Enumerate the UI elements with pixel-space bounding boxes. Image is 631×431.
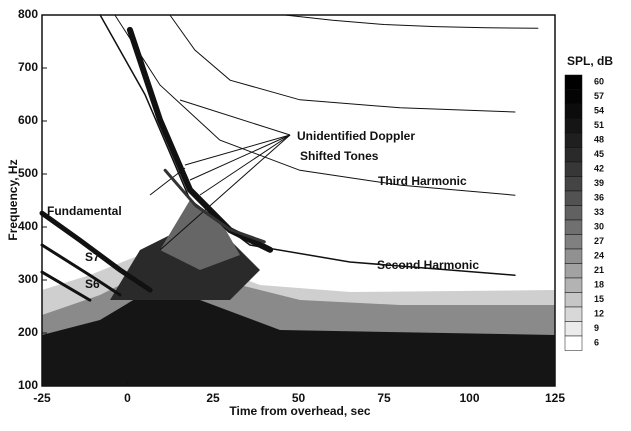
x-tick-label: 50 bbox=[292, 391, 306, 405]
x-axis-title: Time from overhead, sec bbox=[229, 404, 370, 418]
x-tick-label: 0 bbox=[124, 391, 131, 405]
annotation: Second Harmonic bbox=[377, 258, 479, 272]
colorbar-title: SPL, dB bbox=[567, 54, 613, 68]
colorbar-tick-label: 42 bbox=[594, 164, 604, 174]
colorbar-cell bbox=[564, 292, 583, 308]
colorbar-cell bbox=[564, 118, 583, 134]
harmonic-curve bbox=[169, 14, 516, 113]
colorbar-cell bbox=[564, 321, 583, 337]
colorbar-cell bbox=[564, 219, 583, 235]
harmonic-curve bbox=[163, 168, 266, 244]
colorbar-cell bbox=[564, 277, 583, 293]
annotation: S7 bbox=[85, 250, 100, 264]
colorbar-tick-label: 30 bbox=[594, 222, 604, 232]
colorbar-tick-label: 54 bbox=[594, 106, 604, 116]
colorbar-cell bbox=[564, 74, 583, 90]
colorbar-cell bbox=[564, 335, 583, 351]
colorbar-tick-label: 24 bbox=[594, 251, 604, 261]
colorbar-tick-label: 27 bbox=[594, 236, 604, 246]
colorbar-cell bbox=[564, 190, 583, 206]
colorbar-cell bbox=[564, 176, 583, 192]
colorbar-cell bbox=[564, 147, 583, 163]
x-tick-label: 75 bbox=[377, 391, 391, 405]
colorbar-cell bbox=[564, 263, 583, 279]
harmonic-curve bbox=[40, 243, 122, 297]
y-tick-label: 700 bbox=[18, 60, 38, 74]
annotation: Third Harmonic bbox=[378, 174, 467, 188]
y-tick-label: 400 bbox=[18, 219, 38, 233]
colorbar-cell bbox=[564, 306, 583, 322]
colorbar-tick-label: 9 bbox=[594, 323, 599, 333]
x-tick-label: 100 bbox=[459, 391, 479, 405]
y-tick-label: 800 bbox=[18, 7, 38, 21]
colorbar-tick-label: 12 bbox=[594, 309, 604, 319]
colorbar-tick-label: 36 bbox=[594, 193, 604, 203]
colorbar-cell bbox=[564, 234, 583, 250]
harmonic-curve bbox=[39, 210, 153, 293]
y-tick-label: 100 bbox=[18, 378, 38, 392]
colorbar-cell bbox=[564, 132, 583, 148]
y-tick-label: 500 bbox=[18, 166, 38, 180]
colorbar-tick-label: 18 bbox=[594, 280, 604, 290]
colorbar-tick-label: 51 bbox=[594, 120, 604, 130]
harmonic-curve bbox=[114, 14, 516, 196]
harmonic-curve bbox=[126, 26, 274, 253]
harmonic-curve bbox=[99, 14, 516, 276]
y-tick-label: 200 bbox=[18, 325, 38, 339]
y-axis-title: Frequency, Hz bbox=[6, 159, 20, 240]
colorbar-tick-label: 45 bbox=[594, 149, 604, 159]
colorbar-tick-label: 33 bbox=[594, 207, 604, 217]
colorbar-cell bbox=[564, 103, 583, 119]
colorbar-tick-label: 15 bbox=[594, 294, 604, 304]
y-tick-label: 600 bbox=[18, 113, 38, 127]
harmonic-curve bbox=[40, 270, 92, 302]
x-tick-label: 25 bbox=[206, 391, 220, 405]
annotation: S6 bbox=[85, 277, 100, 291]
colorbar-cell bbox=[564, 161, 583, 177]
colorbar-cell bbox=[564, 248, 583, 264]
colorbar-tick-label: 39 bbox=[594, 178, 604, 188]
colorbar-cell bbox=[564, 89, 583, 105]
spectrogram-noise bbox=[42, 200, 555, 386]
colorbar-tick-label: 6 bbox=[594, 338, 599, 348]
annotation: Fundamental bbox=[47, 204, 122, 218]
harmonic-curve bbox=[284, 14, 539, 29]
colorbar-cell bbox=[564, 205, 583, 221]
x-tick-label: 125 bbox=[545, 391, 565, 405]
colorbar-tick-label: 57 bbox=[594, 91, 604, 101]
annotation: Unidentified Doppler bbox=[297, 129, 415, 143]
x-tick-label: -25 bbox=[33, 391, 51, 405]
annotation: Shifted Tones bbox=[300, 149, 379, 163]
colorbar-tick-label: 48 bbox=[594, 135, 604, 145]
colorbar-tick-label: 60 bbox=[594, 77, 604, 87]
leader-lines bbox=[149, 99, 291, 251]
colorbar-tick-label: 21 bbox=[594, 265, 604, 275]
y-tick-label: 300 bbox=[18, 272, 38, 286]
